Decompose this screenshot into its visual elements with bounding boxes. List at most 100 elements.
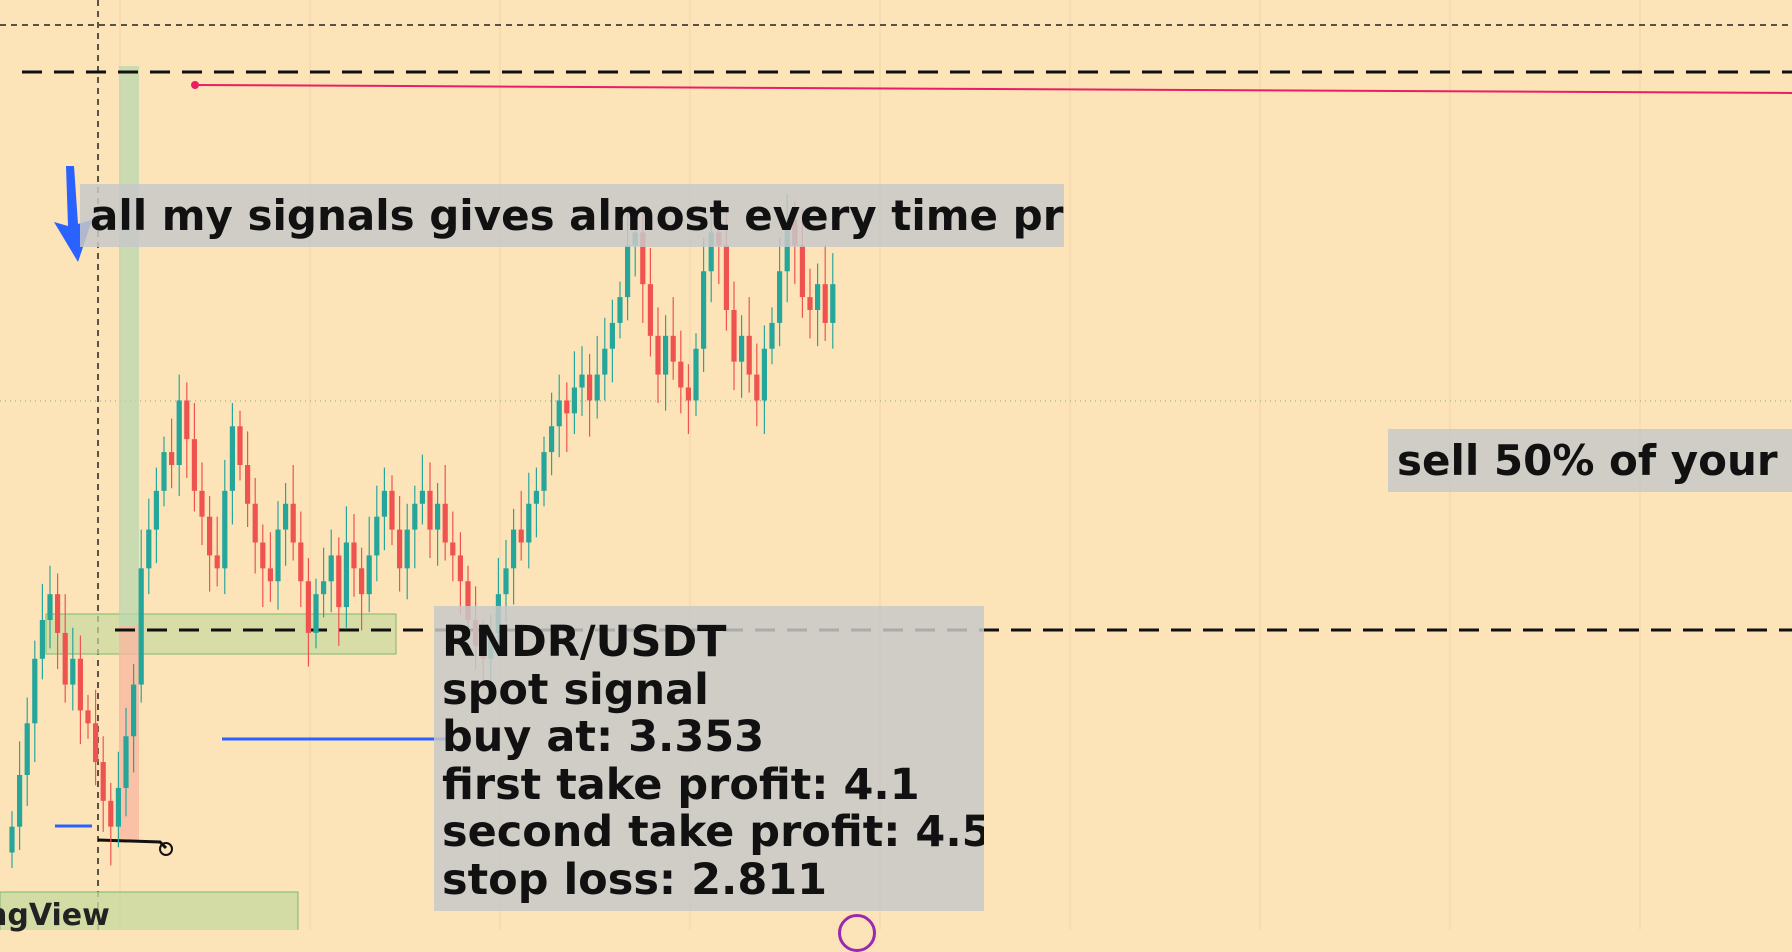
candle-body bbox=[822, 284, 828, 323]
candle-body bbox=[647, 284, 653, 336]
candle-body bbox=[777, 271, 783, 323]
candle-body bbox=[807, 297, 813, 310]
candle-body bbox=[9, 826, 15, 853]
candle-body bbox=[131, 684, 137, 737]
candle-body bbox=[465, 581, 471, 620]
resistance-anchor bbox=[191, 81, 199, 89]
candle-body bbox=[450, 542, 456, 556]
candle-body bbox=[427, 490, 433, 530]
candle-body bbox=[564, 400, 570, 414]
candle-body bbox=[617, 297, 623, 323]
candle-body bbox=[153, 490, 159, 530]
candle-body bbox=[100, 762, 106, 801]
candles bbox=[9, 193, 836, 868]
candle-body bbox=[761, 348, 767, 401]
candle-body bbox=[533, 490, 539, 504]
candle-body bbox=[343, 542, 349, 608]
candle-body bbox=[191, 439, 197, 491]
candle-body bbox=[237, 426, 243, 465]
candle-body bbox=[161, 452, 167, 491]
candle-body bbox=[412, 503, 418, 530]
candle-body bbox=[32, 658, 38, 724]
candle-body bbox=[77, 658, 83, 711]
candle-body bbox=[518, 529, 524, 543]
candle-body bbox=[267, 568, 273, 582]
candle-body bbox=[526, 503, 532, 543]
candle-body bbox=[169, 452, 175, 465]
candle-body bbox=[701, 271, 707, 349]
candle-body bbox=[146, 529, 152, 569]
signal-note[interactable]: RNDR/USDT spot signal buy at: 3.353 firs… bbox=[434, 606, 984, 911]
candle-body bbox=[503, 568, 509, 595]
candle-body bbox=[17, 775, 23, 827]
entry-zone bbox=[45, 613, 397, 655]
candle-body bbox=[397, 529, 403, 569]
candle-body bbox=[313, 594, 319, 633]
candle-body bbox=[541, 452, 547, 491]
candle-body bbox=[670, 335, 676, 362]
candle-body bbox=[594, 374, 600, 401]
candle-body bbox=[442, 503, 448, 543]
candle-body bbox=[769, 322, 775, 349]
candle-body bbox=[457, 555, 463, 582]
watermark: ngView bbox=[0, 898, 110, 933]
candle-body bbox=[207, 516, 213, 556]
candle-body bbox=[655, 335, 661, 375]
candle-body bbox=[108, 800, 114, 827]
candle-body bbox=[587, 374, 593, 401]
black-hook-anchor bbox=[159, 842, 173, 856]
candle-body bbox=[138, 568, 144, 685]
candle-body bbox=[754, 374, 760, 401]
candle-body bbox=[739, 335, 745, 362]
candle-body bbox=[275, 529, 281, 582]
black-hook-line bbox=[97, 838, 168, 850]
signal-tp1: first take profit: 4.1 bbox=[442, 759, 920, 810]
candle-body bbox=[815, 284, 821, 310]
candle-body bbox=[571, 387, 577, 414]
right-note-text: sell 50% of your to bbox=[1397, 436, 1792, 485]
candle-body bbox=[298, 542, 304, 582]
candle-body bbox=[723, 245, 729, 310]
signal-type: spot signal bbox=[442, 664, 709, 715]
signal-buy: buy at: 3.353 bbox=[442, 712, 765, 762]
candle-body bbox=[693, 348, 699, 401]
candle-body bbox=[404, 529, 410, 569]
candlestick-chart[interactable] bbox=[0, 0, 1792, 930]
candle-body bbox=[39, 620, 45, 659]
candle-body bbox=[381, 490, 387, 517]
candle-body bbox=[663, 335, 669, 375]
candle-body bbox=[305, 581, 311, 633]
headline-note[interactable]: all my signals gives almost every time p… bbox=[80, 184, 1064, 247]
candle-body bbox=[321, 581, 327, 595]
candle-body bbox=[374, 516, 380, 556]
right-note[interactable]: sell 50% of your to bbox=[1388, 429, 1792, 492]
candle-body bbox=[55, 594, 61, 633]
candle-body bbox=[199, 490, 205, 517]
candle-body bbox=[214, 555, 220, 569]
candle-body bbox=[184, 400, 190, 440]
candle-body bbox=[579, 374, 585, 388]
candle-body bbox=[93, 723, 99, 763]
candle-body bbox=[290, 503, 296, 543]
zones bbox=[0, 66, 397, 930]
candle-body bbox=[24, 723, 30, 775]
candle-body bbox=[366, 555, 372, 595]
circle-icon[interactable] bbox=[838, 914, 876, 952]
candle-body bbox=[252, 503, 258, 543]
candle-body bbox=[245, 465, 251, 504]
candle-body bbox=[435, 503, 441, 530]
signal-tp2: second take profit: 4.58 bbox=[442, 807, 984, 857]
candle-body bbox=[511, 529, 517, 569]
candle-body bbox=[359, 568, 365, 595]
candle-body bbox=[830, 284, 836, 323]
signal-pair: RNDR/USDT bbox=[442, 617, 727, 667]
candle-body bbox=[731, 310, 737, 362]
candle-body bbox=[328, 555, 334, 582]
position-profit-bar bbox=[119, 66, 139, 626]
candle-body bbox=[799, 245, 805, 298]
headline-text: all my signals gives almost every time p… bbox=[90, 191, 1064, 240]
candle-body bbox=[351, 542, 357, 569]
candle-body bbox=[229, 426, 235, 491]
candle-body bbox=[70, 658, 76, 685]
